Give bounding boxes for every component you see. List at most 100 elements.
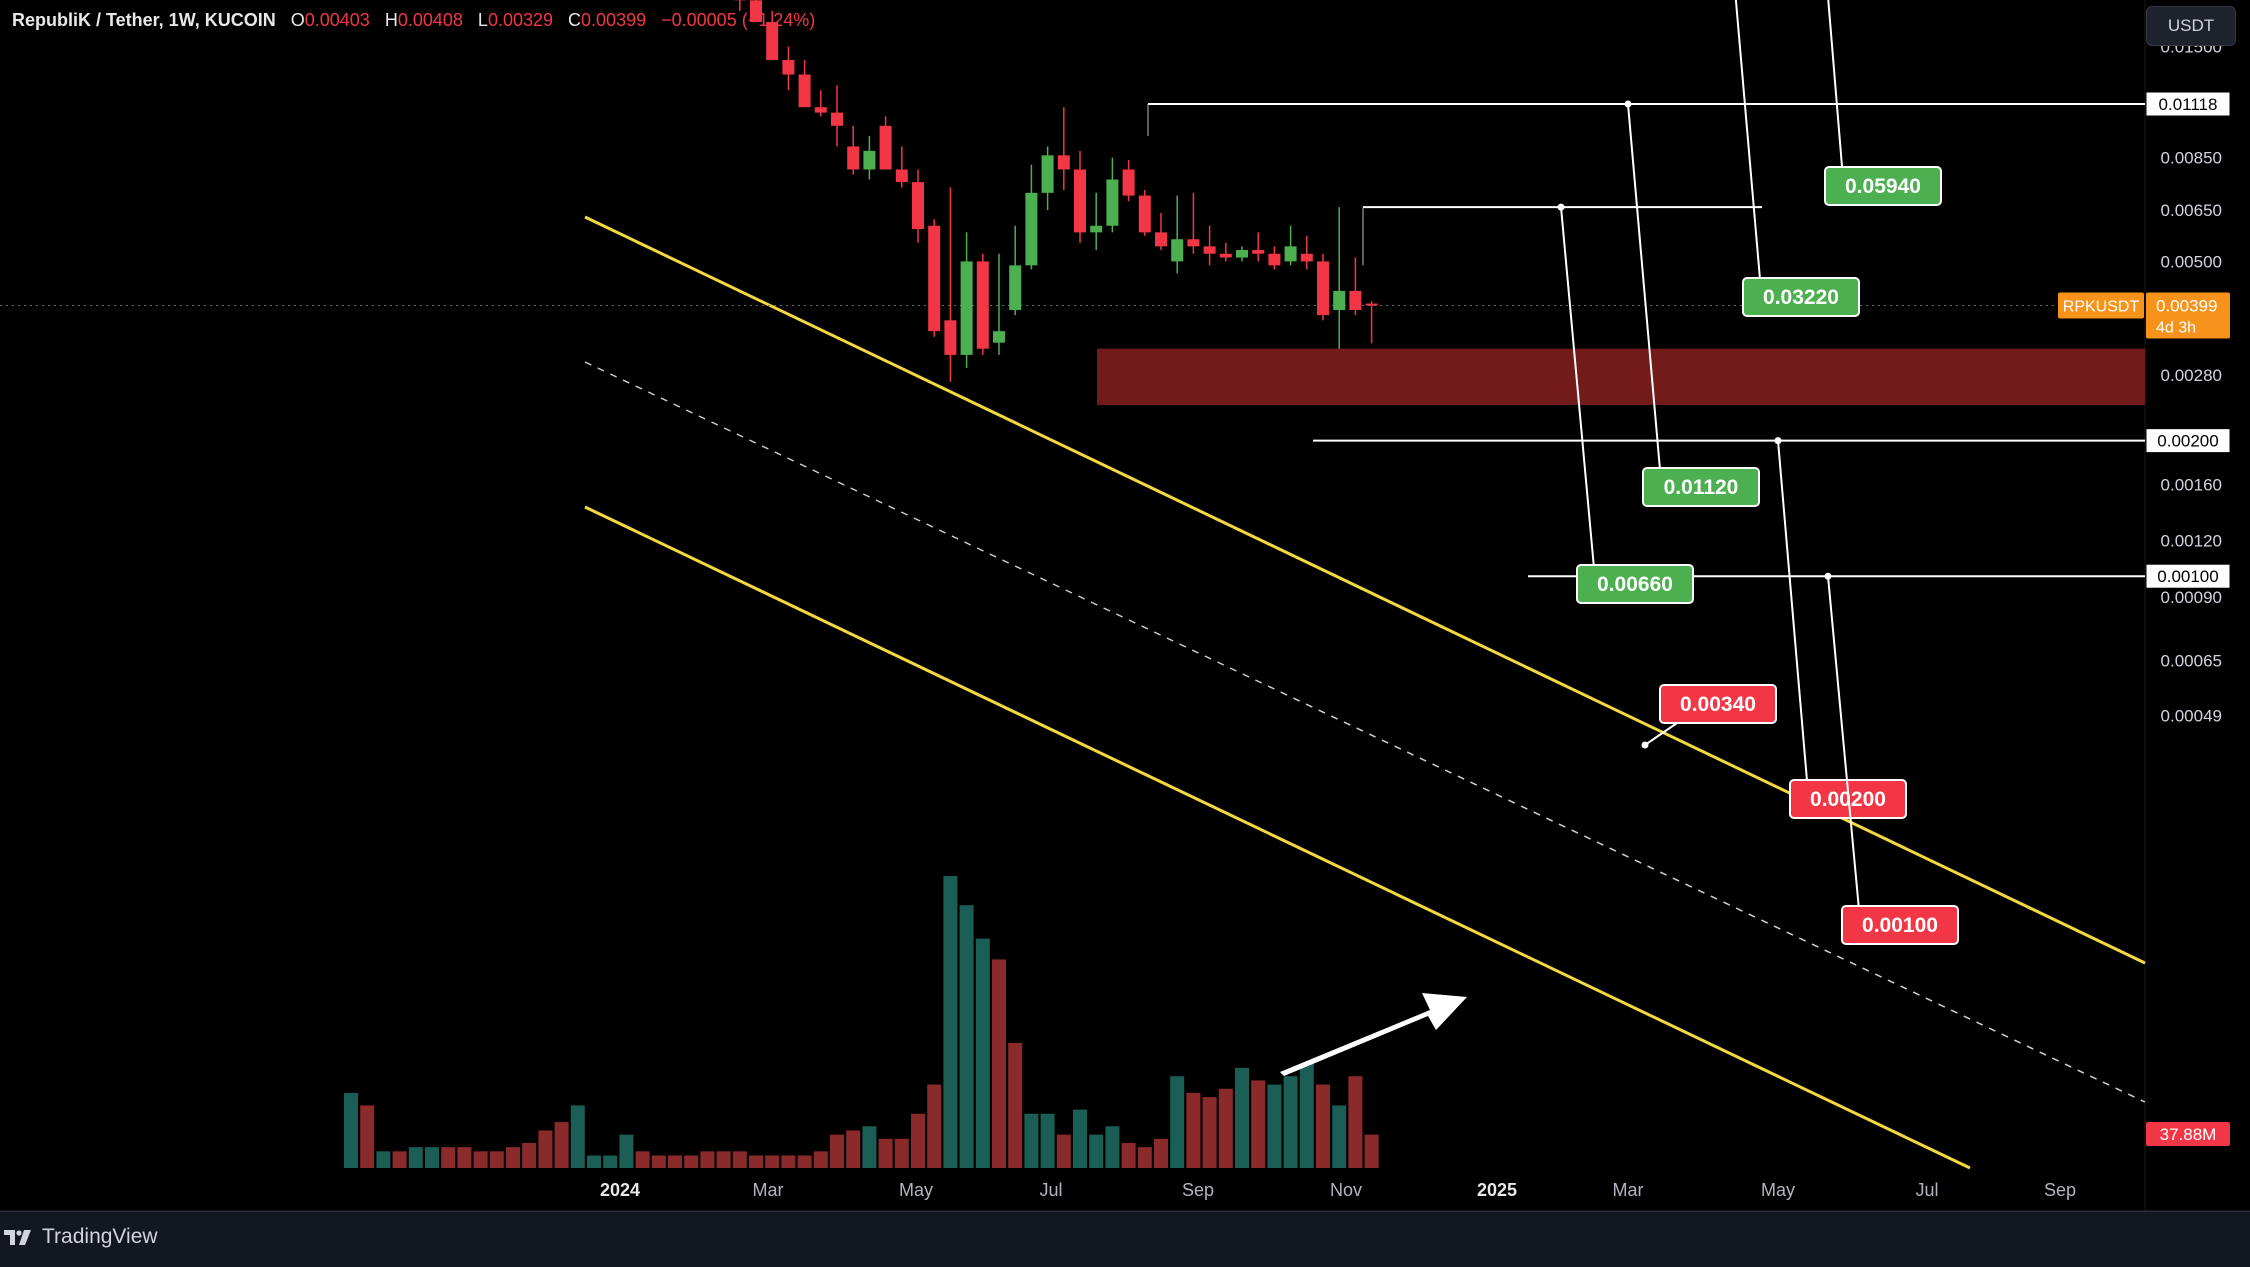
candle (1285, 226, 1297, 266)
candle (912, 169, 924, 242)
candle-body (896, 169, 908, 182)
volume-bar (376, 1151, 390, 1168)
candle-body (1187, 239, 1199, 246)
candle (1220, 243, 1232, 262)
volume-bar (879, 1139, 893, 1168)
target-pointer (1778, 441, 1810, 816)
volume-bar (555, 1122, 569, 1168)
candle (1252, 232, 1264, 261)
countdown-text: 4d 3h (2156, 320, 2196, 337)
volume-bar (1365, 1135, 1379, 1168)
candle-body (799, 75, 811, 108)
candle (782, 47, 794, 91)
volume-bar (506, 1147, 520, 1168)
price-tick-label: 0.00160 (2161, 475, 2222, 494)
time-tick-label: Sep (2044, 1180, 2076, 1200)
price-tick-label: 0.00650 (2161, 201, 2222, 220)
volume-bar (846, 1130, 860, 1168)
candle (815, 90, 827, 116)
candle-body (1074, 169, 1086, 232)
currency-button[interactable]: USDT (2146, 6, 2236, 46)
open-value: 0.00403 (305, 10, 370, 30)
candle-body (993, 331, 1005, 343)
target-value: 0.03220 (1763, 286, 1839, 309)
symbol-header: RepubliK / Tether, 1W, KUCOIN O0.00403 H… (12, 10, 815, 31)
volume-bars (344, 876, 1379, 1168)
time-tick-label: Jul (1039, 1180, 1062, 1200)
candle (831, 85, 843, 146)
time-tick-label: May (899, 1180, 933, 1200)
volume-bar (1332, 1105, 1346, 1168)
low-label: L (478, 10, 488, 30)
volume-bar (717, 1151, 731, 1168)
volume-bar (587, 1155, 601, 1168)
price-level-tag-text: 0.00100 (2157, 567, 2218, 586)
volume-bar (911, 1114, 925, 1168)
target-label-up: 0.03220 (1724, 0, 1860, 316)
volume-bar (927, 1085, 941, 1168)
volume-bar (765, 1155, 779, 1168)
target-pointer (1828, 576, 1862, 942)
volume-bar (441, 1147, 455, 1168)
volume-bar (344, 1093, 358, 1168)
candle-body (912, 182, 924, 229)
candle (993, 254, 1005, 355)
symbol-tag-text: RPKUSDT (2063, 299, 2140, 316)
time-tick-label: Mar (753, 1180, 784, 1200)
volume-bar (457, 1147, 471, 1168)
candle-body (1220, 254, 1232, 258)
candle-body (1090, 226, 1102, 233)
price-chart[interactable]: 0.059400.032200.011200.006600.003400.002… (0, 0, 2250, 1211)
volume-bar (474, 1151, 488, 1168)
symbol-title: RepubliK / Tether, 1W, KUCOIN (12, 10, 276, 30)
candle (1366, 301, 1378, 343)
target-pointer (1628, 104, 1663, 504)
high-label: H (385, 10, 398, 30)
candle (1106, 158, 1118, 233)
target-anchor (1642, 742, 1649, 749)
candle (944, 187, 956, 382)
target-pointer (1645, 721, 1680, 745)
target-anchor (1775, 437, 1782, 444)
footer-bar (0, 1211, 2250, 1267)
channel-mid-dashed-line (585, 362, 2145, 1102)
candle-body (1042, 155, 1054, 192)
target-label-down: 0.00200 (1775, 437, 1907, 818)
volume-bar (538, 1130, 552, 1168)
volume-tag-text: 37.88M (2160, 1125, 2217, 1144)
price-level-tag: 0.01118 (2146, 92, 2230, 116)
volume-bar (619, 1135, 633, 1168)
candle-body (1268, 254, 1280, 266)
candle-body (782, 60, 794, 74)
time-tick-label: May (1761, 1180, 1795, 1200)
time-tick-label: 2024 (600, 1180, 640, 1200)
tradingview-logo[interactable]: TradingView (4, 1225, 158, 1249)
candle (1187, 193, 1199, 254)
volume-bar (1186, 1093, 1200, 1168)
volume-bar (700, 1151, 714, 1168)
candle (799, 60, 811, 107)
volume-bar (668, 1155, 682, 1168)
price-level-tag: 0.00100 (2146, 564, 2230, 588)
volume-bar (603, 1155, 617, 1168)
volume-bar (1041, 1114, 1055, 1168)
volume-bar (1122, 1143, 1136, 1168)
target-value: 0.00100 (1862, 914, 1938, 937)
target-anchor (1825, 573, 1832, 580)
close-label: C (568, 10, 581, 30)
candle (928, 219, 940, 337)
candle-body (1301, 254, 1313, 262)
volume-bar (992, 959, 1006, 1168)
volume-bar (1219, 1089, 1233, 1168)
volume-bar (1154, 1139, 1168, 1168)
candle (961, 232, 973, 368)
price-tick-label: 0.00280 (2161, 366, 2222, 385)
candle-body (831, 113, 843, 126)
target-anchor (1625, 101, 1632, 108)
candle (863, 136, 875, 180)
price-level-tag-text: 0.01118 (2159, 95, 2218, 114)
volume-bar (684, 1155, 698, 1168)
volume-bar (652, 1155, 666, 1168)
candle (1317, 254, 1329, 321)
